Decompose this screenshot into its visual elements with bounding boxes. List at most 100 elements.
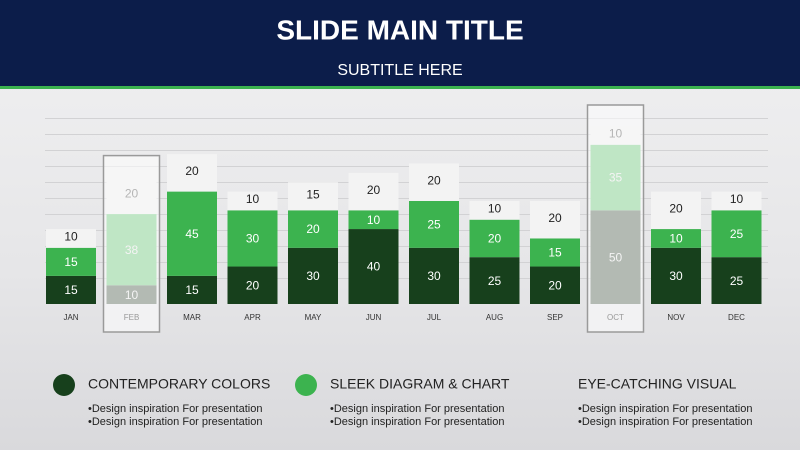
bar-segment xyxy=(711,257,762,304)
value-label: 30 xyxy=(669,269,683,283)
value-label: 25 xyxy=(730,227,744,241)
bar-segment xyxy=(167,191,217,276)
value-label: 20 xyxy=(427,173,441,187)
value-label: 38 xyxy=(125,243,139,257)
x-tick-label: APR xyxy=(244,313,261,322)
value-label: 10 xyxy=(669,232,683,246)
caption-bullet: •Design inspiration For presentation xyxy=(88,403,262,415)
bar-segment xyxy=(46,247,96,276)
bar-segment xyxy=(530,266,580,304)
value-label: 45 xyxy=(185,227,199,241)
bar-segment xyxy=(46,275,96,304)
bar-segment xyxy=(469,200,520,220)
bar-segment xyxy=(288,210,338,248)
value-label: 15 xyxy=(548,246,562,260)
caption-bullet: •Design inspiration For presentation xyxy=(88,416,262,428)
bar-segment xyxy=(106,285,157,304)
value-label: 30 xyxy=(427,269,441,283)
bar-segment xyxy=(106,176,157,215)
bar-segment xyxy=(409,247,459,304)
x-tick-label: JUL xyxy=(427,313,442,322)
legend-label: CONTEMPORARY COLORS xyxy=(88,376,270,392)
value-label: 20 xyxy=(185,164,199,178)
value-label: 20 xyxy=(125,186,139,200)
value-label: 15 xyxy=(64,255,78,269)
header xyxy=(0,0,800,86)
value-label: 15 xyxy=(64,283,78,297)
value-label: 10 xyxy=(64,230,78,244)
value-label: 20 xyxy=(548,211,562,225)
bar-segment xyxy=(167,275,217,304)
value-label: 40 xyxy=(367,260,381,274)
value-label: 25 xyxy=(427,218,441,232)
bar-segment xyxy=(590,126,641,145)
value-label: 20 xyxy=(306,222,320,236)
value-label: 30 xyxy=(246,232,260,246)
bar-segment xyxy=(167,154,217,192)
caption-bullet: •Design inspiration For presentation xyxy=(578,403,752,415)
bar-segment xyxy=(106,214,157,286)
caption-title: EYE-CATCHING VISUAL xyxy=(578,376,737,392)
x-tick-label: FEB xyxy=(124,313,140,322)
value-label: 20 xyxy=(246,278,260,292)
x-tick-label: MAY xyxy=(305,313,322,322)
bar-segment xyxy=(348,229,399,304)
bar-segment xyxy=(409,200,459,248)
bar-segment xyxy=(469,219,520,258)
value-label: 50 xyxy=(609,250,623,264)
bar-segment xyxy=(288,182,338,211)
value-label: 10 xyxy=(246,192,260,206)
caption-bullet: •Design inspiration For presentation xyxy=(330,403,504,415)
bar-segment xyxy=(530,200,580,239)
background-lines xyxy=(45,118,768,294)
value-label: 20 xyxy=(669,201,683,215)
value-label: 20 xyxy=(548,278,562,292)
legend-marker xyxy=(53,374,75,396)
chart-subtitle: SUBTITLE HERE xyxy=(337,62,462,79)
x-tick-label: NOV xyxy=(667,313,685,322)
x-tick-label: SEP xyxy=(547,313,563,322)
value-label: 10 xyxy=(125,288,139,302)
bar-segment xyxy=(348,210,399,230)
value-label: 10 xyxy=(367,213,381,227)
bar-segment xyxy=(711,191,762,211)
bar-segment xyxy=(348,172,399,211)
bar-segment xyxy=(288,247,338,304)
bar-segment xyxy=(227,266,278,304)
value-label: 10 xyxy=(730,192,744,206)
x-tick-label: JUN xyxy=(366,313,382,322)
bar-segment xyxy=(530,238,580,267)
x-tick-label: DEC xyxy=(728,313,745,322)
bar-segment xyxy=(227,191,278,211)
header-rule xyxy=(0,86,800,89)
value-label: 15 xyxy=(185,283,199,297)
value-label: 10 xyxy=(609,127,623,141)
bar-segment xyxy=(469,257,520,304)
value-label: 20 xyxy=(367,183,381,197)
value-label: 30 xyxy=(306,269,320,283)
bar-segment xyxy=(711,210,762,258)
x-tick-label: JAN xyxy=(63,313,78,322)
bar-segment xyxy=(46,229,96,248)
value-label: 25 xyxy=(488,274,502,288)
caption-bullet: •Design inspiration For presentation xyxy=(578,416,752,428)
legend-marker xyxy=(295,374,317,396)
bar-segment xyxy=(651,229,701,248)
x-tick-label: OCT xyxy=(607,313,624,322)
value-label: 35 xyxy=(609,171,623,185)
value-label: 20 xyxy=(488,232,502,246)
x-tick-label: AUG xyxy=(486,313,503,322)
bar-segment xyxy=(227,210,278,267)
legend-label: SLEEK DIAGRAM & CHART xyxy=(330,376,510,392)
bar-segment xyxy=(409,163,459,201)
value-label: 10 xyxy=(488,201,502,215)
bar-segment xyxy=(590,144,641,211)
x-tick-label: MAR xyxy=(183,313,201,322)
bar-segment xyxy=(590,210,641,304)
chart-title: SLIDE MAIN TITLE xyxy=(276,14,523,45)
bar-segment xyxy=(651,191,701,230)
value-label: 15 xyxy=(306,187,320,201)
caption-bullet: •Design inspiration For presentation xyxy=(330,416,504,428)
